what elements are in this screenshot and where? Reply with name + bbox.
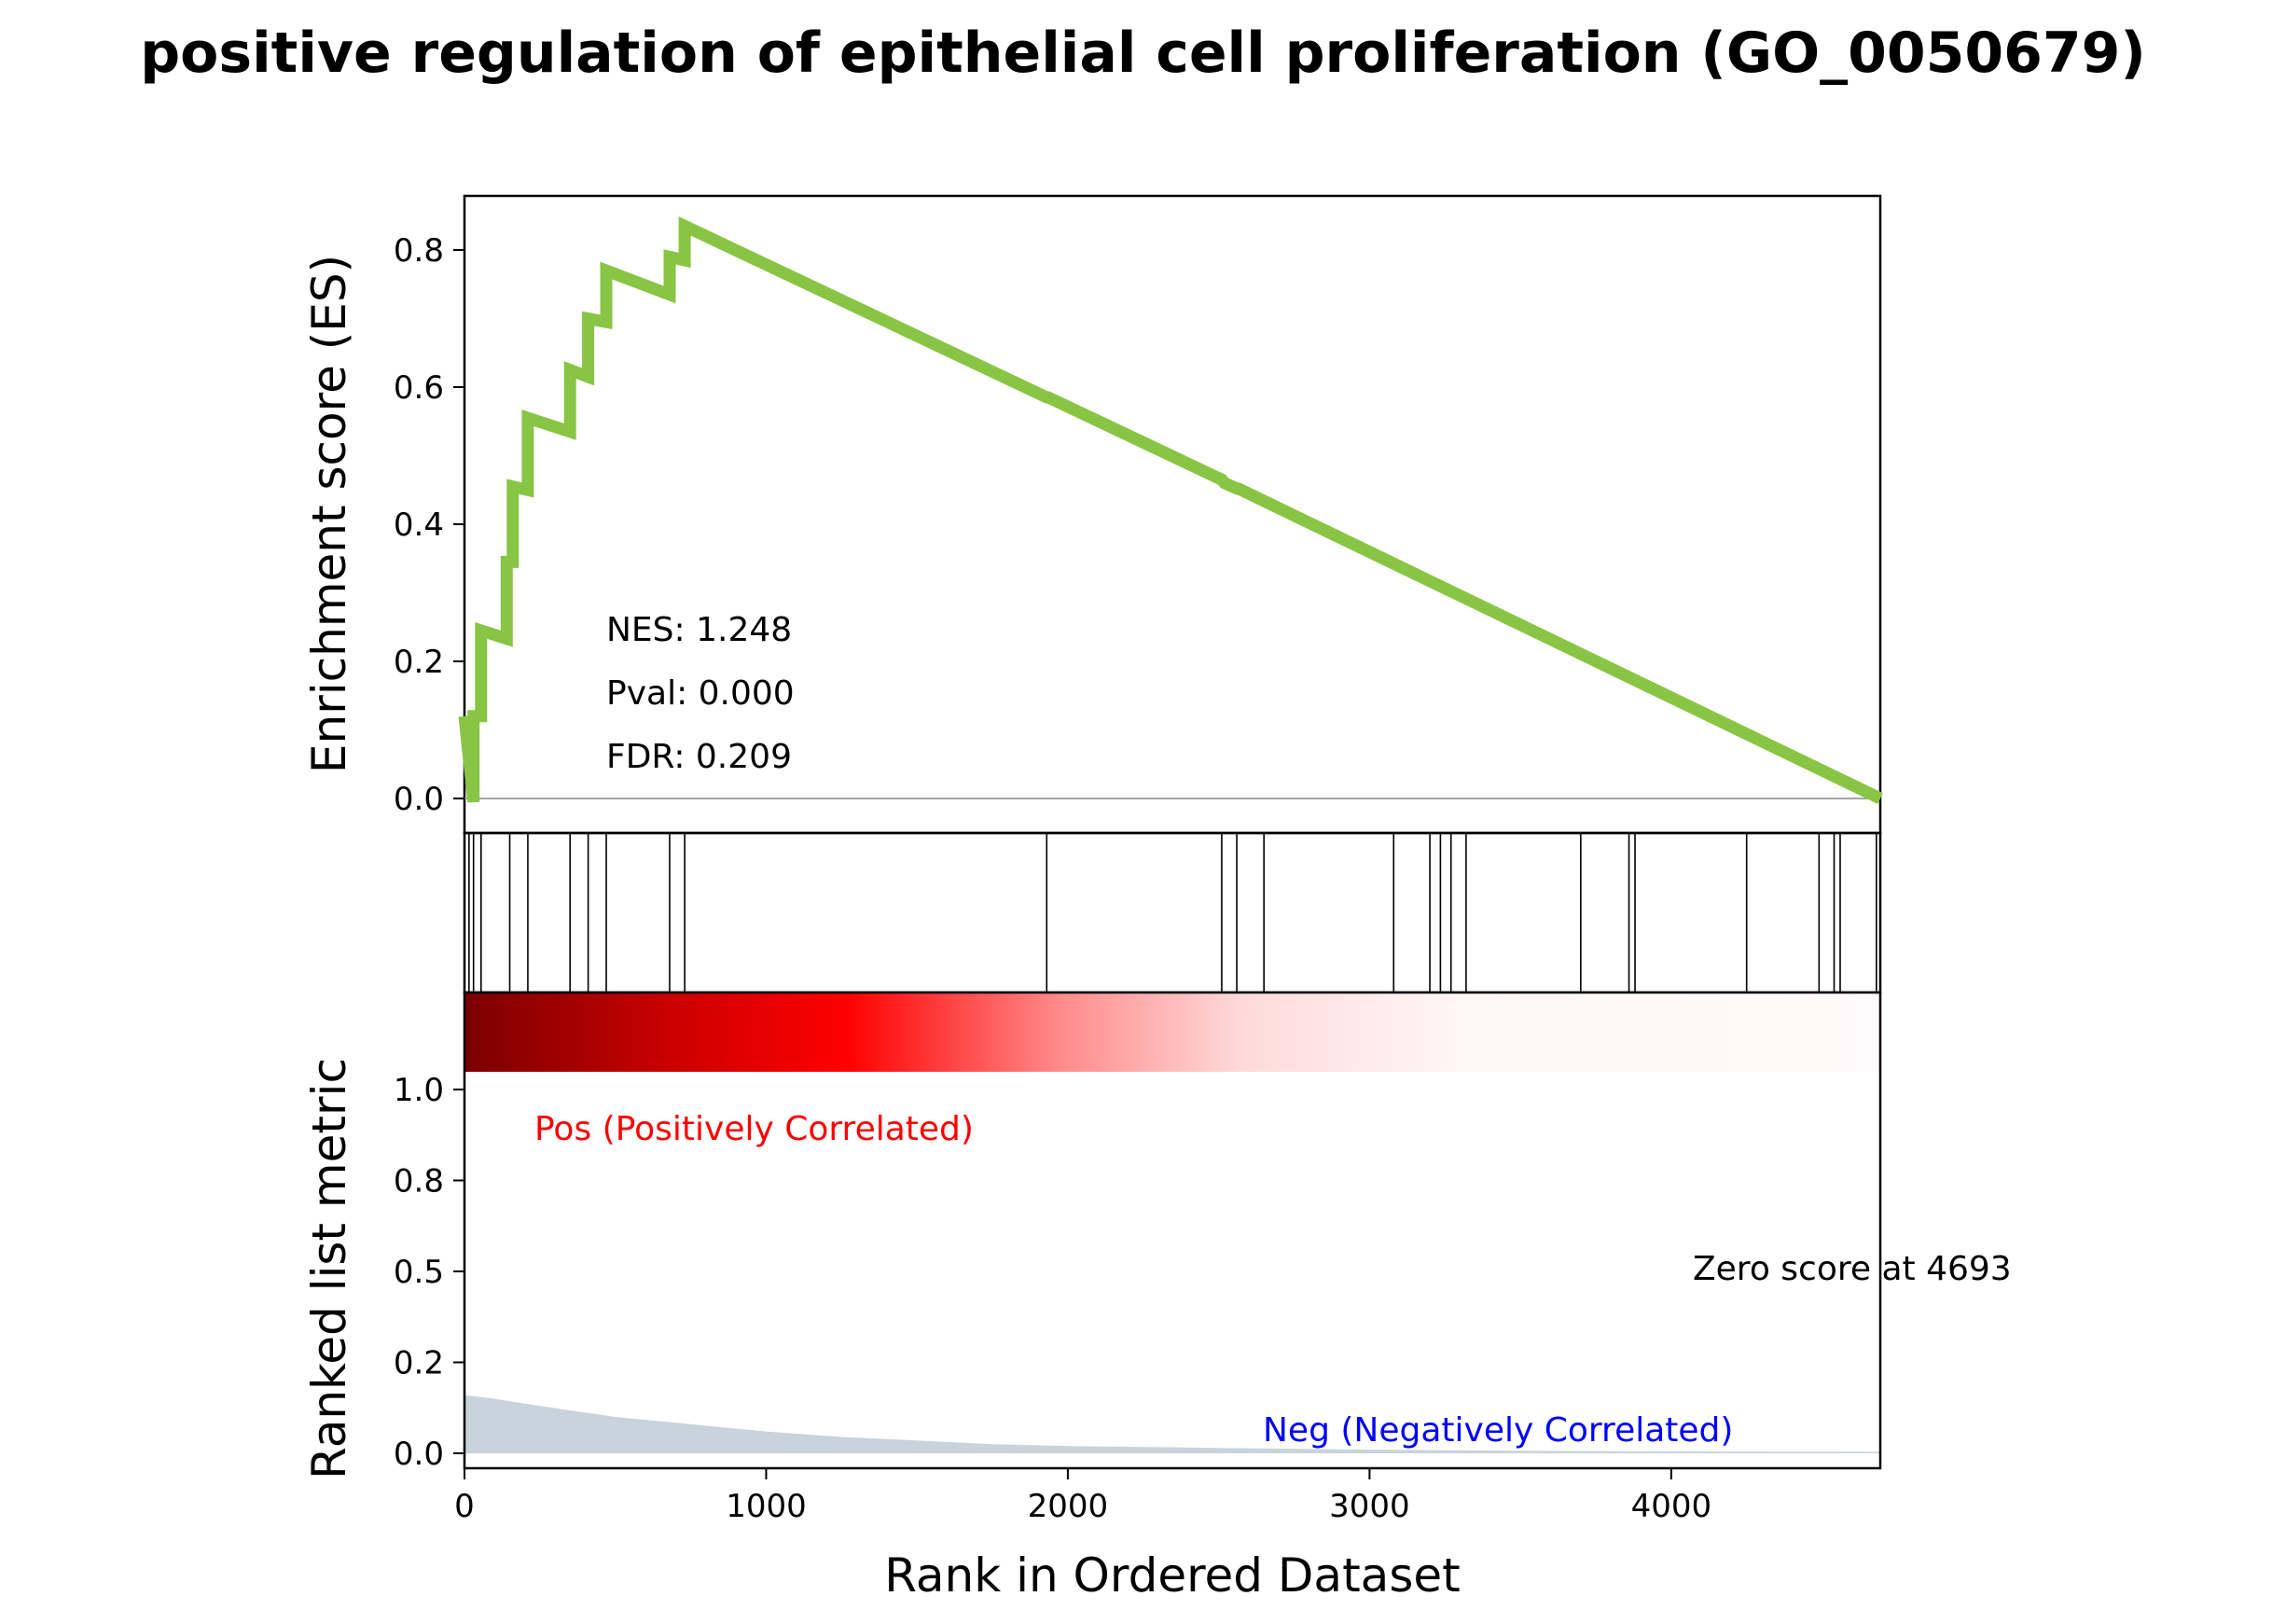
enrichment-panel: 0.0 0.2 0.4 0.6 0.8 NES: 1.248 Pval: 0.000 F… [302,194,1883,835]
rank-ytick-label: 0.5 [394,1254,444,1291]
es-ytick-label: 0.6 [394,369,444,407]
pval-annotation: Pval: 0.000 [606,674,795,713]
es-ytick-label: 0.0 [394,781,444,818]
hits-panel-frame [463,831,1882,994]
ranked-metric-panel: 0.0 0.2 0.5 0.8 1.0 0 1000 2000 3000 4000 Pos (P… [302,991,2012,1603]
es-ytick-label: 0.2 [394,644,444,681]
xtick-label: 3000 [1329,1488,1410,1525]
nes-annotation: NES: 1.248 [606,611,792,649]
rank-ytick-label: 0.0 [394,1436,444,1473]
neg-label: Neg (Negatively Correlated) [1263,1411,1733,1450]
pos-label: Pos (Positively Correlated) [534,1110,974,1148]
rank-ytick-label: 0.2 [394,1345,444,1382]
chart-title: positive regulation of epithelial cell p… [140,21,2146,86]
es-ytick-label: 0.8 [394,232,444,270]
fdr-annotation: FDR: 0.209 [606,738,792,776]
rank-ylabel: Ranked list metric [302,1058,356,1479]
ranked-metric-frame [463,991,1882,1470]
hits-panel [463,831,1882,994]
xlabel: Rank in Ordered Dataset [884,1548,1460,1603]
xtick-label: 0 [454,1488,475,1525]
rank-ytick-label: 1.0 [394,1072,444,1109]
xtick-label: 4000 [1631,1488,1712,1525]
rank-ytick-label: 0.8 [394,1163,444,1201]
xtick-label: 2000 [1028,1488,1109,1525]
es-ylabel: Enrichment score (ES) [302,255,356,773]
rank-gradient-bar [464,992,1880,1072]
zero-score-annotation: Zero score at 4693 [1693,1250,2012,1288]
es-ytick-label: 0.4 [394,507,444,544]
ranked-metric-area [464,1395,1880,1453]
xtick-label: 1000 [726,1488,807,1525]
enrichment-score-line [458,216,1883,804]
